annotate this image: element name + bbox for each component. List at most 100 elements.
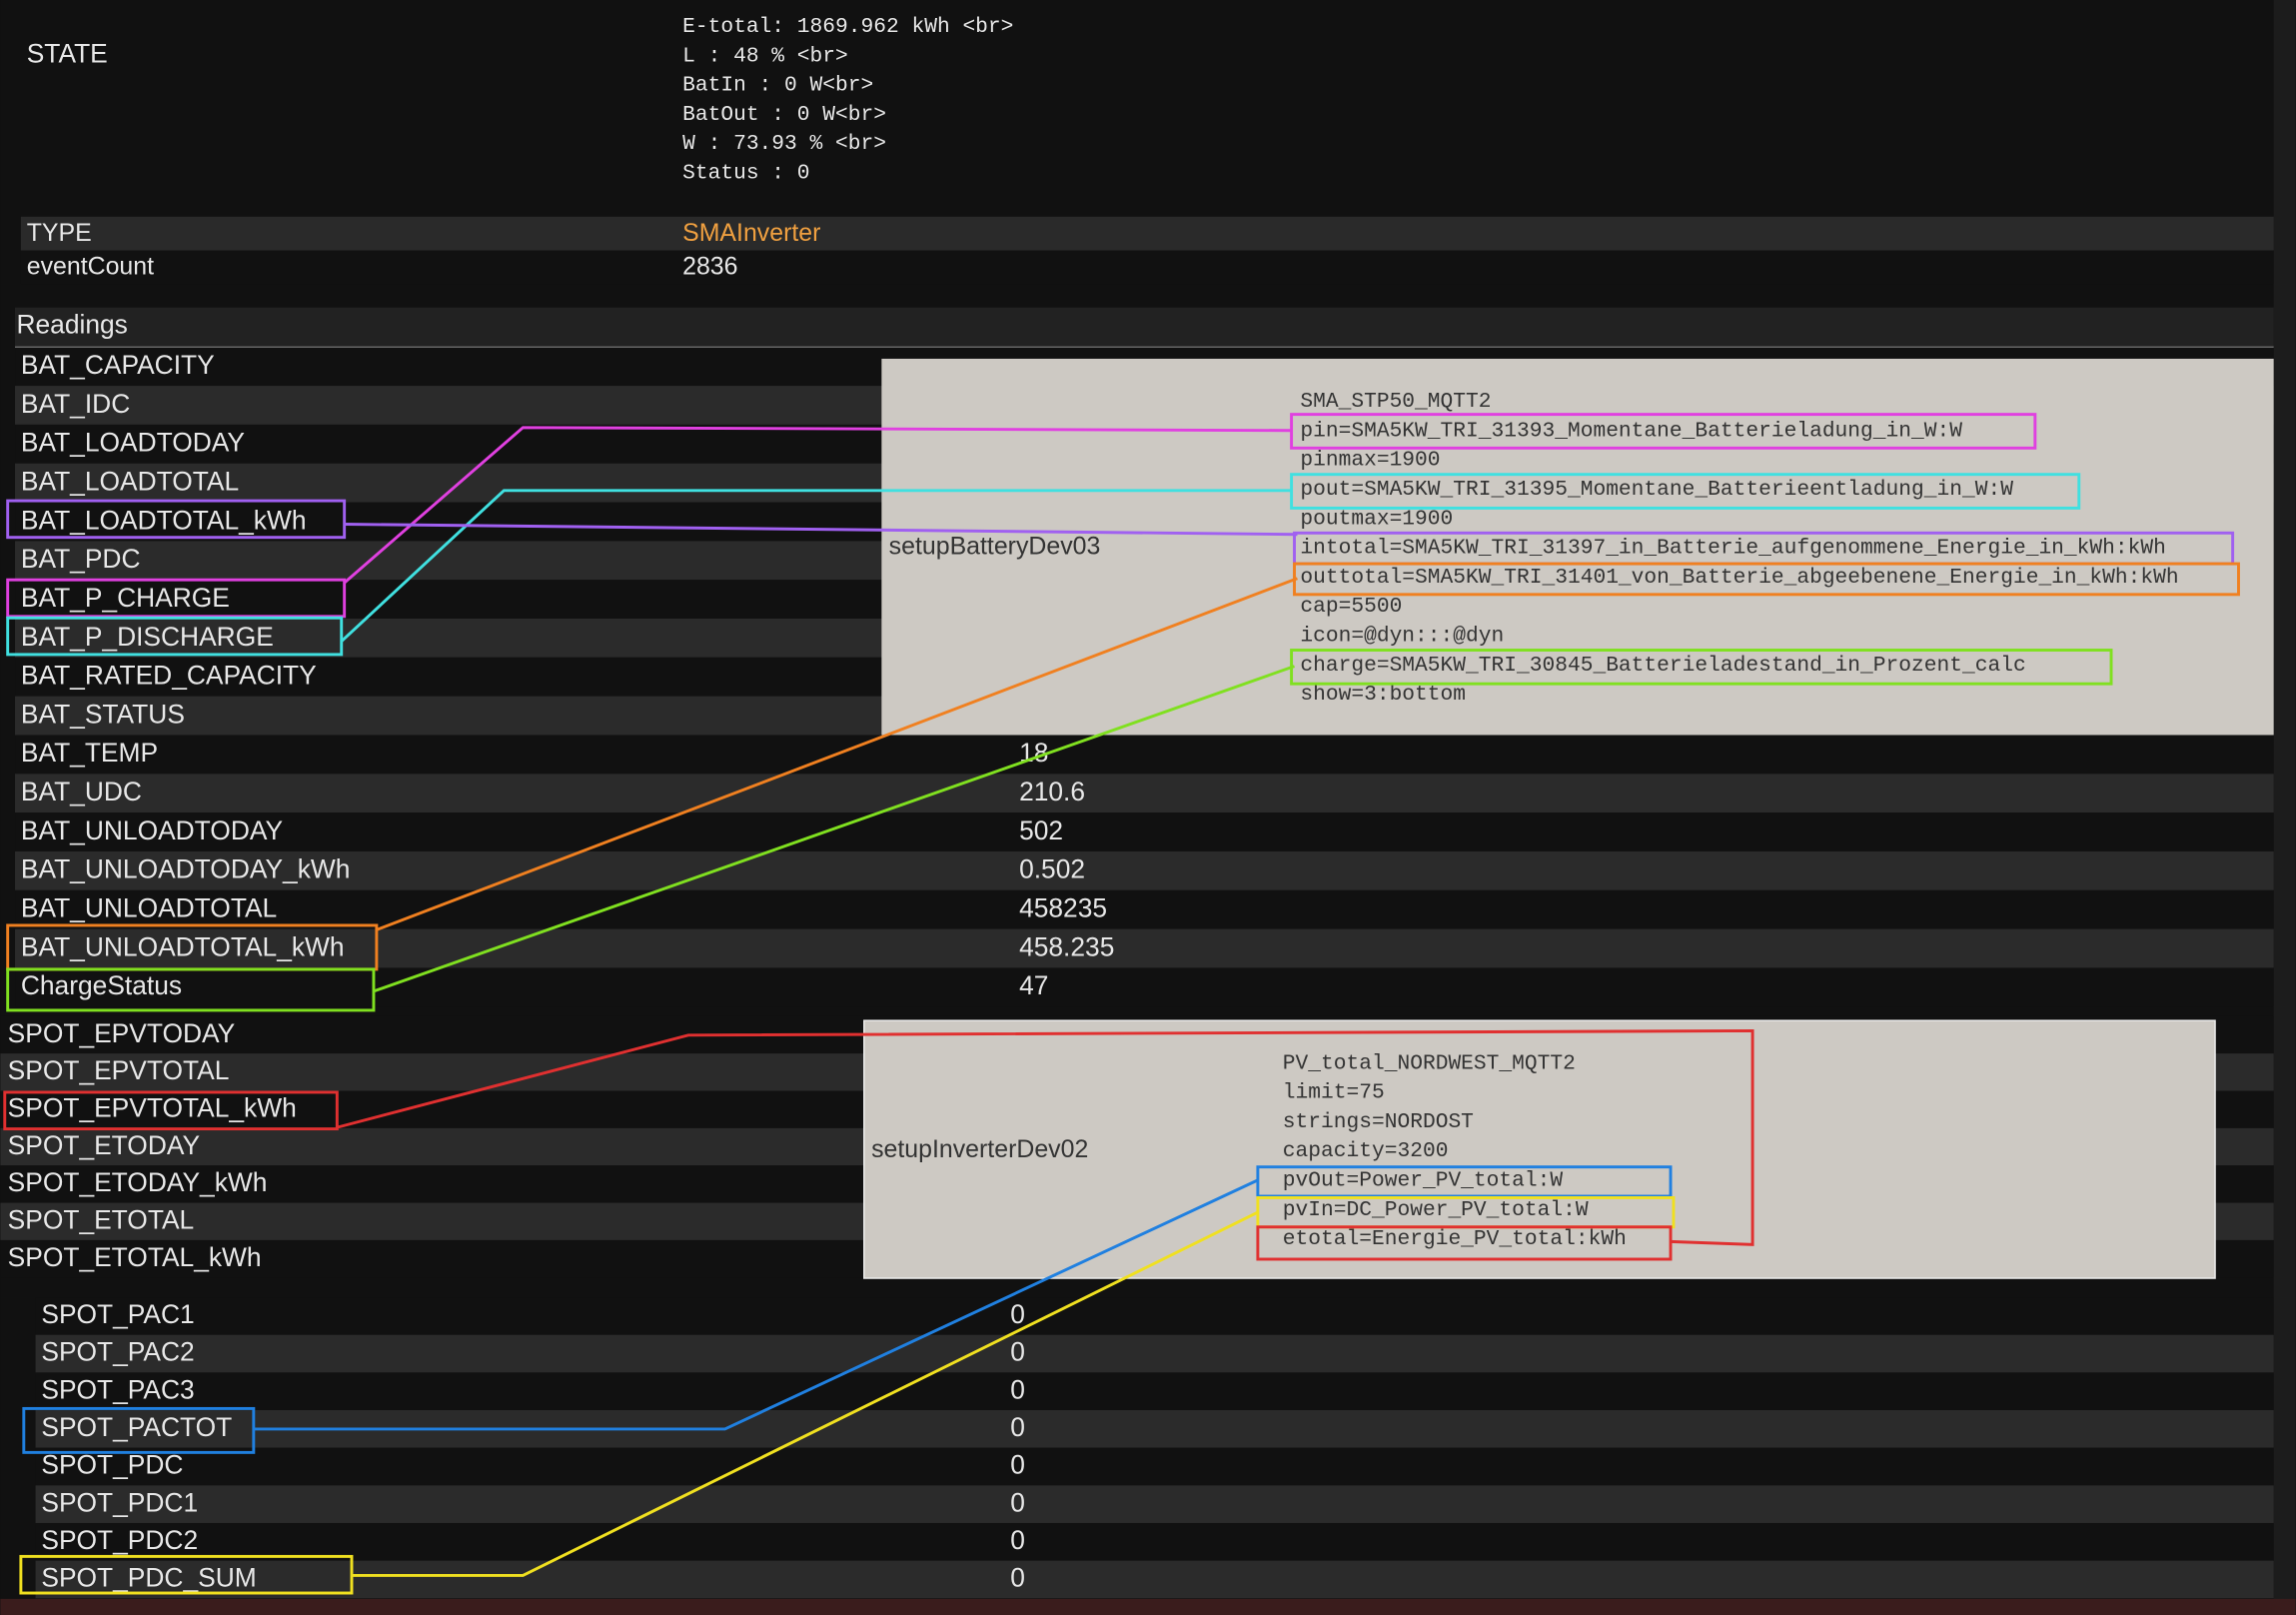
row-bg (15, 735, 2274, 775)
reading-name: SPOT_ETOTAL (8, 1205, 195, 1235)
highlight (6, 616, 344, 657)
row-bg (35, 1522, 2274, 1561)
code: SMA_STP50_MQTT2 pin=SMA5KW_TRI_31393_Mome… (1283, 390, 2179, 1251)
reading-name: BAT_TEMP (21, 738, 158, 768)
setup-line: poutmax=1900 (1300, 507, 1453, 531)
reading-name: ChargeStatus (21, 970, 182, 1000)
internal-value: SMAInverter (682, 219, 820, 247)
reading-name: BAT_P_CHARGE (21, 583, 230, 613)
reading-name: BAT_LOADTOTAL (21, 466, 239, 496)
row-bg (15, 850, 2274, 890)
reading-value: 0 (1010, 1299, 1025, 1329)
state-line: E-total: 1869.962 kWh <br> (682, 15, 1013, 39)
connector (344, 523, 1298, 537)
reading-name: BAT_UNLOADTODAY_kWh (21, 854, 351, 884)
reading-value: 210.6 (1019, 777, 1085, 807)
row-bg (20, 216, 2274, 251)
connector (351, 1210, 1259, 1577)
reading-name: BAT_IDC (21, 389, 130, 419)
internal-value: 2836 (682, 253, 737, 281)
state-line: W : 73.93 % <br> (682, 132, 886, 156)
row-bg (35, 1372, 2274, 1411)
connector (336, 1028, 1754, 1246)
row-bg (20, 250, 2274, 285)
row-bg (15, 928, 2274, 968)
scrollbar (2273, 0, 2296, 1615)
reading-name: SPOT_PAC2 (41, 1337, 194, 1367)
reading-name: BAT_CAPACITY (21, 350, 215, 380)
connector (376, 577, 1298, 931)
setup-line: show=3:bottom (1300, 683, 1466, 707)
state-label: STATE (27, 39, 108, 69)
reading-value: 0 (1010, 1374, 1025, 1404)
row-bg (35, 1297, 2274, 1335)
setup-line: outtotal=SMA5KW_TRI_31401_von_Batterie_a… (1300, 566, 2178, 590)
readings-header (15, 307, 2274, 348)
state-line: BatOut : 0 W<br> (682, 103, 886, 127)
reading-value: 458.235 (1019, 931, 1114, 961)
connector (343, 426, 1292, 585)
reading-name: BAT_PDC (21, 544, 141, 574)
annotations (3, 413, 2240, 1595)
highlight (1290, 413, 2037, 450)
state-line: Status : 0 (682, 161, 809, 185)
reading-name: SPOT_PACTOT (41, 1412, 232, 1442)
setup-line: pin=SMA5KW_TRI_31393_Momentane_Batteriel… (1300, 419, 1962, 443)
rows: E-total: 1869.962 kWh <br> L : 48 % <br> B… (0, 15, 2274, 1599)
reading-value: 0 (1010, 1450, 1025, 1480)
setup-line: strings=NORDOST (1283, 1110, 1474, 1134)
reading-name: SPOT_PDC (41, 1450, 183, 1480)
setup-line: intotal=SMA5KW_TRI_31397_in_Batterie_auf… (1300, 537, 2166, 561)
reading-name: BAT_UNLOADTODAY (21, 815, 283, 845)
reading-name: BAT_UNLOADTOTAL_kWh (21, 931, 345, 961)
reading-name: SPOT_EPVTOTAL (8, 1055, 230, 1085)
bottom-strip (0, 1598, 2296, 1615)
inverter-popup (863, 1019, 2216, 1279)
row-bg (35, 1334, 2274, 1373)
internal-name: TYPE (27, 219, 92, 247)
reading-name: BAT_UNLOADTOTAL (21, 893, 277, 923)
row-bg (15, 774, 2274, 813)
row-bg (35, 1485, 2274, 1523)
highlight (6, 578, 347, 619)
reading-name: BAT_STATUS (21, 699, 185, 729)
setup-line: charge=SMA5KW_TRI_30845_Batterieladestan… (1300, 654, 2025, 678)
reading-value: 0 (1010, 1412, 1025, 1442)
reading-value: 0.502 (1019, 854, 1085, 884)
setup-line: cap=5500 (1300, 595, 1402, 619)
setup-line: PV_total_NORDWEST_MQTT2 (1283, 1051, 1576, 1075)
inverter-setup-label: setupInverterDev02 (871, 1135, 1088, 1163)
reading-value: 502 (1019, 815, 1063, 845)
row-bg (15, 967, 2274, 1007)
reading-value: 458235 (1019, 893, 1107, 923)
reading-value: 0 (1010, 1487, 1025, 1517)
reading-name: SPOT_EPVTODAY (8, 1018, 236, 1048)
row-bg (35, 1560, 2274, 1599)
setup-line: limit=75 (1283, 1081, 1385, 1105)
setup-line: pinmax=1900 (1300, 449, 1440, 473)
connector (340, 489, 1292, 643)
setup-line: etotal=Energie_PV_total:kWh (1283, 1227, 1627, 1251)
reading-name: SPOT_PDC2 (41, 1525, 198, 1555)
connector (253, 1178, 1259, 1431)
state-line: BatIn : 0 W<br> (682, 74, 873, 98)
reading-name: SPOT_ETOTAL_kWh (8, 1242, 262, 1272)
setup-line: SMA_STP50_MQTT2 (1300, 390, 1491, 414)
reading-name: BAT_UDC (21, 777, 142, 807)
setup-line: pout=SMA5KW_TRI_31395_Momentane_Batterie… (1300, 478, 2013, 502)
reading-name: BAT_RATED_CAPACITY (21, 661, 317, 691)
highlight (3, 1090, 339, 1131)
reading-name: SPOT_PDC_SUM (41, 1563, 256, 1593)
setup-line: pvIn=DC_Power_PV_total:W (1283, 1198, 1589, 1222)
battery-popup (881, 358, 2274, 736)
reading-name: SPOT_PAC1 (41, 1299, 194, 1329)
row-bg (35, 1447, 2274, 1486)
setup-line: pvOut=Power_PV_total:W (1283, 1168, 1564, 1192)
reading-value: 47 (1019, 970, 1048, 1000)
reading-name: SPOT_PDC1 (41, 1487, 198, 1517)
reading-name: BAT_P_DISCHARGE (21, 622, 274, 652)
setup-line: capacity=3200 (1283, 1139, 1449, 1163)
reading-value: 0 (1010, 1337, 1025, 1367)
row-bg (15, 812, 2274, 851)
